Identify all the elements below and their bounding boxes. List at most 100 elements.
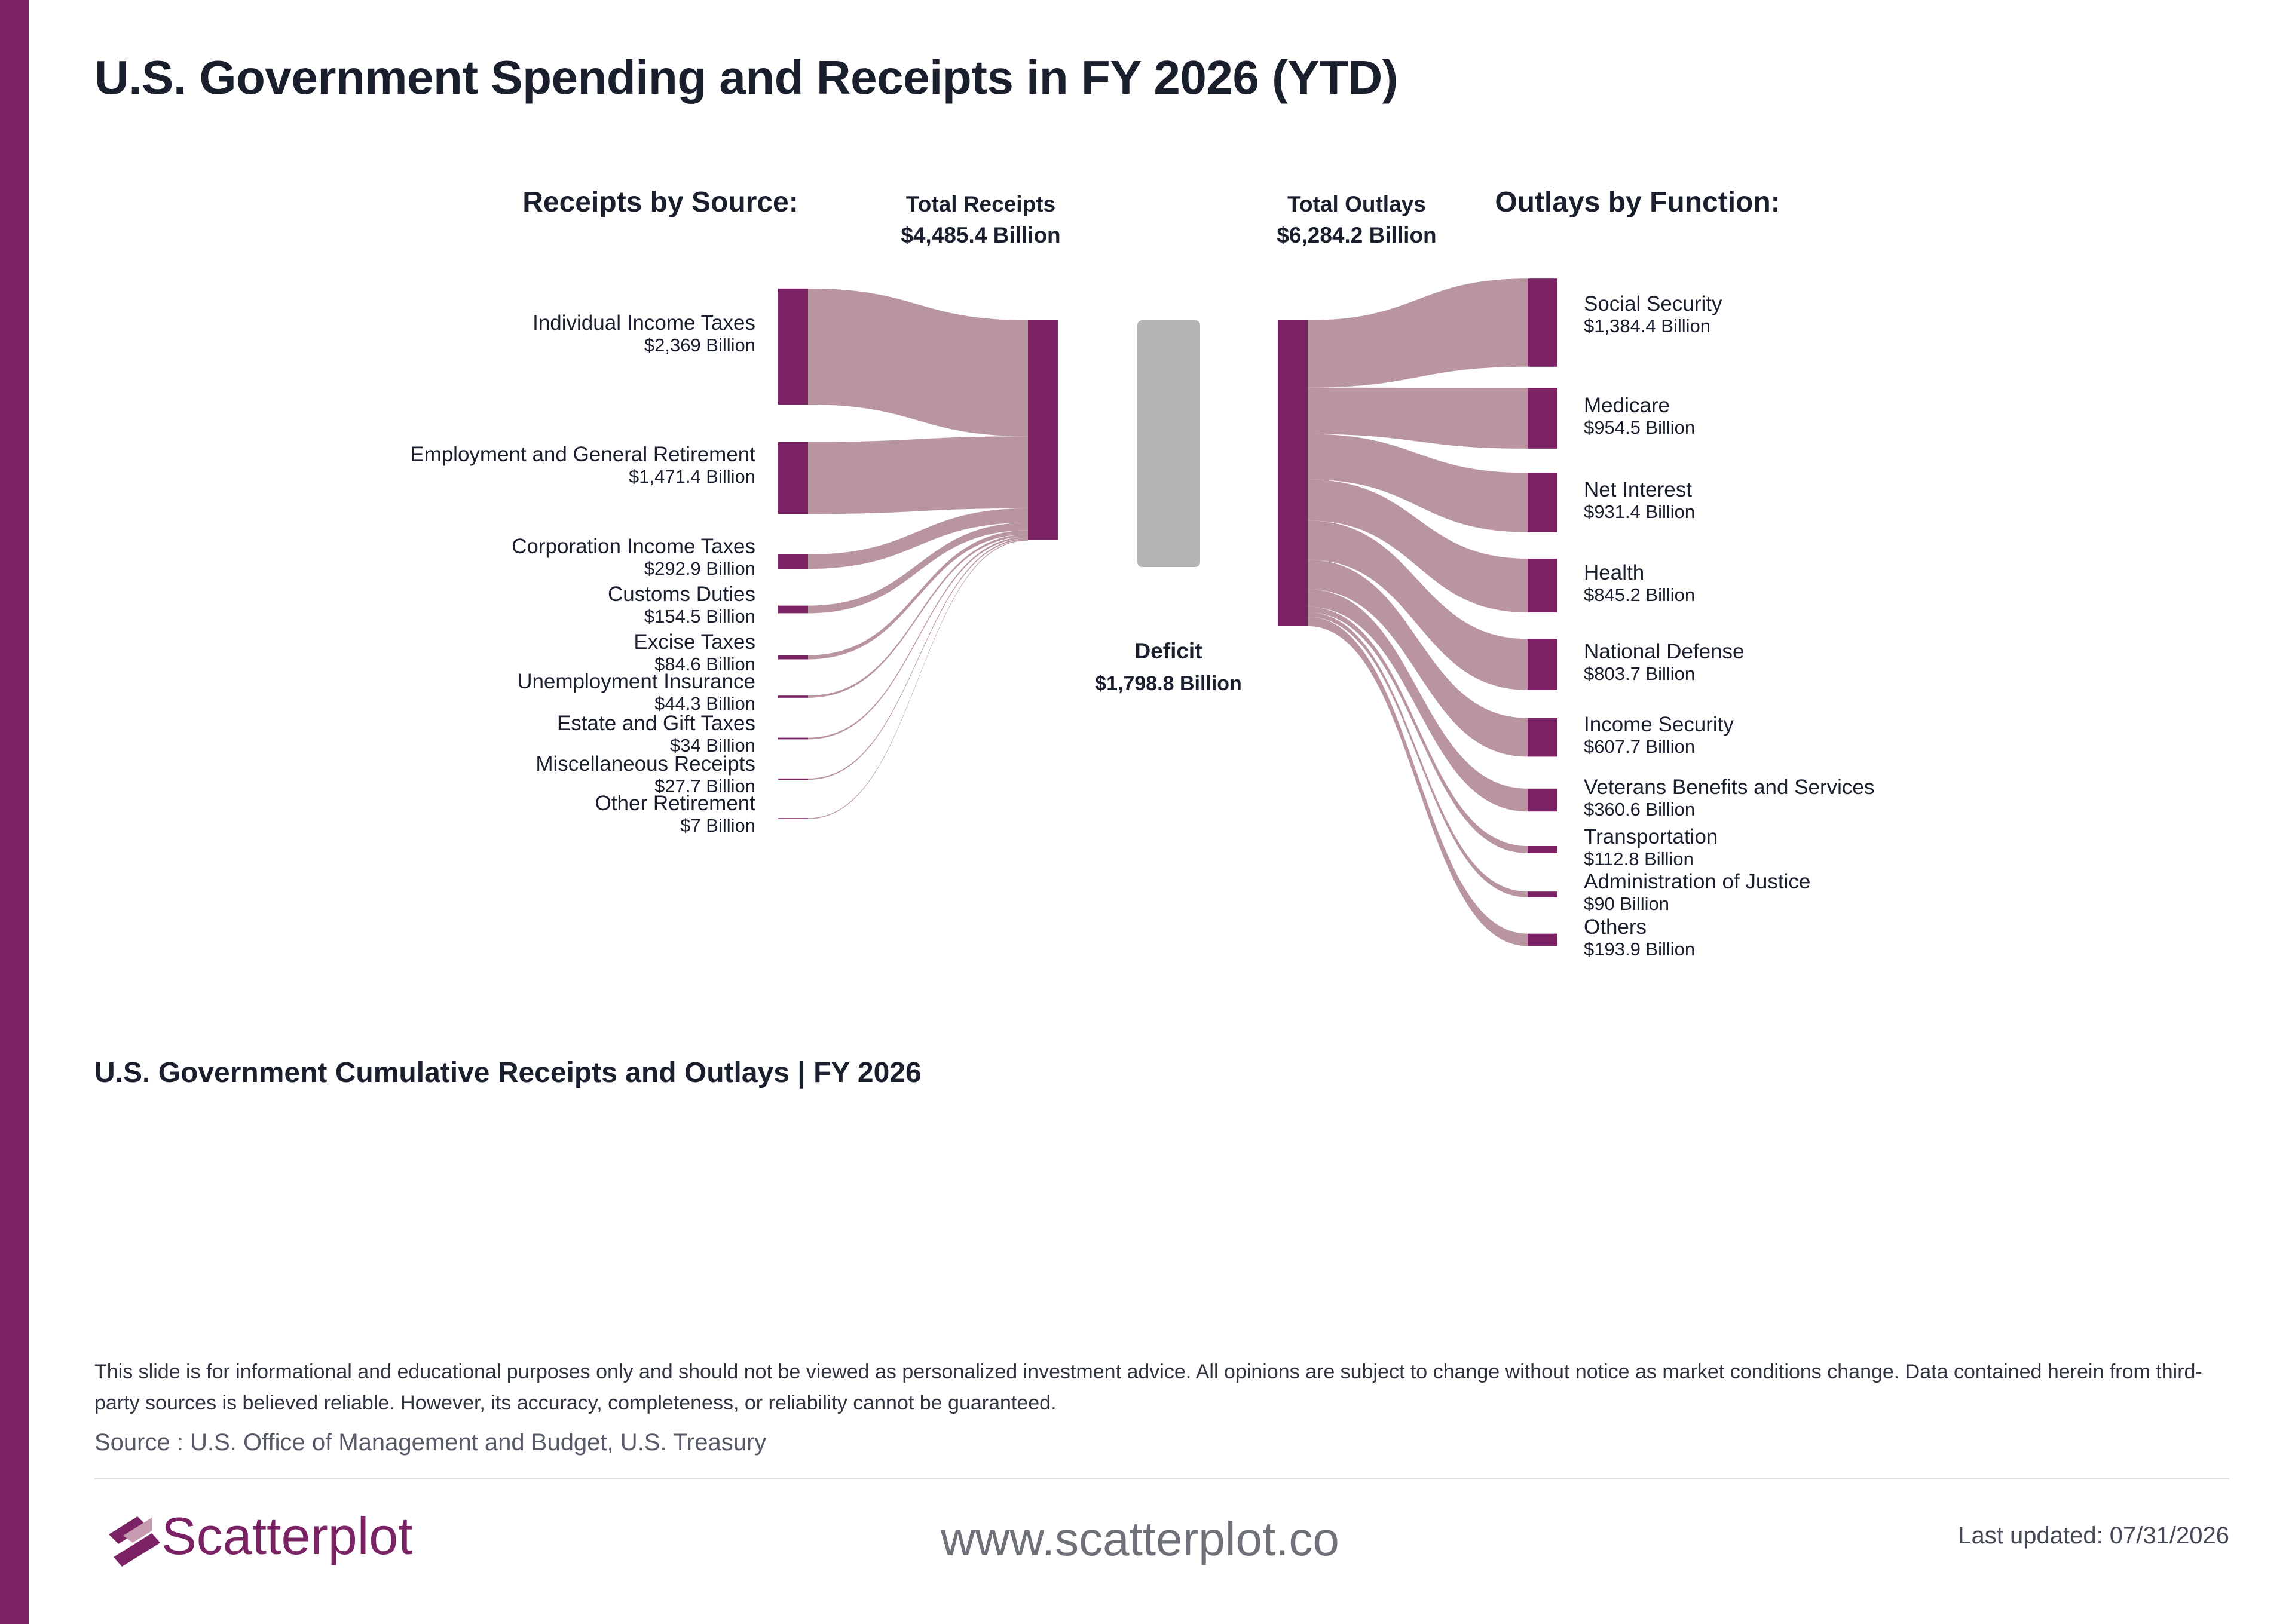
deficit-value: $1,798.8 Billion [1095, 672, 1242, 695]
flow-estate-and-gift-taxes [808, 537, 1028, 740]
value-social-security: $1,384.4 Billion [1584, 315, 1710, 336]
node-corporation-income-taxes [778, 554, 808, 569]
node-other-retirement [778, 818, 808, 819]
flow-income-security [1308, 559, 1528, 757]
label-estate-and-gift-taxes: Estate and Gift Taxes [557, 712, 755, 735]
nodes-layer [778, 278, 1557, 946]
value-national-defense: $803.7 Billion [1584, 663, 1695, 684]
brand-name: Scatterplot [161, 1506, 413, 1565]
value-medicare: $954.5 Billion [1584, 417, 1695, 438]
value-administration-of-justice: $90 Billion [1584, 893, 1669, 914]
disclaimer-text: This slide is for informational and educ… [94, 1361, 2202, 1414]
node-individual-income-taxes [778, 288, 808, 405]
total-receipts-label: Total Receipts [906, 192, 1055, 216]
flow-others [1308, 617, 1528, 946]
source-text: Source : U.S. Office of Management and B… [94, 1429, 767, 1456]
flow-medicare [1308, 387, 1528, 449]
node-estate-and-gift-taxes [778, 737, 808, 740]
label-employment-and-general-retirement: Employment and General Retirement [410, 443, 755, 466]
sankey-chart: Receipts by Source: Outlays by Function:… [410, 186, 1874, 960]
value-estate-and-gift-taxes: $34 Billion [670, 735, 755, 756]
value-customs-duties: $154.5 Billion [644, 606, 755, 627]
label-social-security: Social Security [1584, 292, 1722, 315]
flow-unemployment-insurance [808, 534, 1028, 698]
accent-bar [0, 0, 29, 1624]
flow-veterans-benefits-and-services [1308, 589, 1528, 812]
value-others: $193.9 Billion [1584, 939, 1695, 960]
flow-national-defense [1308, 520, 1528, 690]
label-health: Health [1584, 561, 1644, 584]
label-transportation: Transportation [1584, 825, 1718, 848]
website-link[interactable]: www.scatterplot.co [941, 1512, 1339, 1565]
node-transportation [1528, 845, 1557, 854]
node-miscellaneous-receipts [778, 778, 808, 780]
label-corporation-income-taxes: Corporation Income Taxes [512, 535, 755, 558]
node-deficit [1137, 320, 1200, 568]
flow-social-security [1308, 278, 1528, 388]
label-individual-income-taxes: Individual Income Taxes [533, 311, 755, 335]
flow-transportation [1308, 606, 1528, 854]
value-transportation: $112.8 Billion [1584, 848, 1694, 869]
flow-excise-taxes [808, 530, 1028, 660]
value-employment-and-general-retirement: $1,471.4 Billion [629, 466, 755, 487]
flow-employment-and-general-retirement [808, 436, 1028, 514]
deficit-label: Deficit [1134, 639, 1202, 663]
node-veterans-benefits-and-services [1528, 788, 1557, 812]
total-receipts-value: $4,485.4 Billion [901, 223, 1060, 247]
flow-miscellaneous-receipts [808, 538, 1028, 780]
value-corporation-income-taxes: $292.9 Billion [644, 558, 755, 579]
flow-individual-income-taxes [808, 288, 1028, 437]
node-administration-of-justice [1528, 891, 1557, 897]
node-others [1528, 933, 1557, 946]
footer-divider [94, 1478, 2229, 1479]
value-other-retirement: $7 Billion [680, 815, 755, 836]
node-total-outlays [1278, 320, 1308, 626]
label-others: Others [1584, 915, 1647, 939]
label-customs-duties: Customs Duties [608, 583, 755, 606]
receipts-heading: Receipts by Source: [522, 186, 798, 218]
flow-customs-duties [808, 522, 1028, 614]
node-excise-taxes [778, 655, 808, 660]
flows-layer [808, 278, 1528, 946]
last-updated: Last updated: 07/31/2026 [1958, 1522, 2229, 1549]
value-miscellaneous-receipts: $27.7 Billion [654, 776, 755, 796]
label-income-security: Income Security [1584, 713, 1734, 736]
flow-net-interest [1308, 434, 1528, 532]
value-health: $845.2 Billion [1584, 584, 1695, 605]
node-net-interest [1528, 473, 1557, 532]
node-total-receipts [1028, 320, 1058, 540]
node-national-defense [1528, 639, 1557, 690]
value-income-security: $607.7 Billion [1584, 736, 1695, 757]
flow-other-retirement [808, 540, 1028, 819]
flow-administration-of-justice [1308, 612, 1528, 897]
label-veterans-benefits-and-services: Veterans Benefits and Services [1584, 776, 1874, 799]
value-excise-taxes: $84.6 Billion [654, 654, 755, 675]
flow-health [1308, 479, 1528, 613]
node-social-security [1528, 278, 1557, 367]
value-net-interest: $931.4 Billion [1584, 501, 1695, 522]
label-unemployment-insurance: Unemployment Insurance [517, 670, 755, 693]
outlays-heading: Outlays by Function: [1495, 186, 1780, 218]
label-national-defense: National Defense [1584, 640, 1745, 663]
flow-corporation-income-taxes [808, 508, 1028, 569]
label-net-interest: Net Interest [1584, 478, 1692, 501]
node-medicare [1528, 388, 1557, 449]
value-veterans-benefits-and-services: $360.6 Billion [1584, 799, 1695, 820]
node-customs-duties [778, 605, 808, 614]
label-medicare: Medicare [1584, 394, 1670, 417]
scatterplot-logo-icon [109, 1516, 160, 1567]
section-subtitle: U.S. Government Cumulative Receipts and … [94, 1057, 922, 1089]
total-outlays-label: Total Outlays [1287, 192, 1426, 216]
node-employment-and-general-retirement [778, 442, 808, 514]
label-other-retirement: Other Retirement [595, 792, 756, 815]
node-unemployment-insurance [778, 695, 808, 698]
label-miscellaneous-receipts: Miscellaneous Receipts [536, 752, 755, 776]
value-unemployment-insurance: $44.3 Billion [654, 693, 755, 714]
label-administration-of-justice: Administration of Justice [1584, 870, 1810, 893]
node-health [1528, 558, 1557, 613]
labels-layer: Receipts by Source: Outlays by Function:… [410, 186, 1874, 960]
value-individual-income-taxes: $2,369 Billion [644, 335, 755, 356]
total-outlays-value: $6,284.2 Billion [1277, 223, 1436, 247]
page-title: U.S. Government Spending and Receipts in… [94, 51, 1398, 104]
node-income-security [1528, 718, 1557, 757]
